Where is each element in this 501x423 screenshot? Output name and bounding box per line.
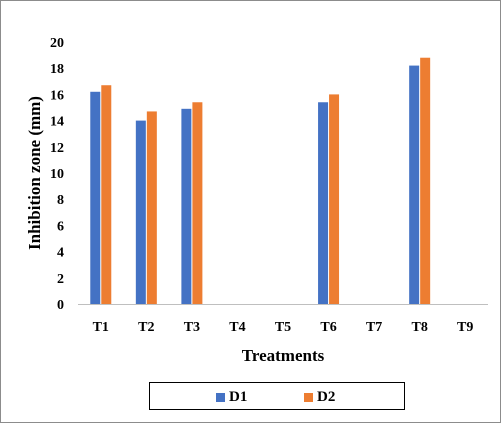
bar-d2-t6: [329, 94, 340, 305]
bars: [90, 57, 431, 305]
x-tick-label: T1: [93, 320, 109, 335]
x-tick-labels: T1 T2 T3 T4 T5 T6 T7 T8 T9: [93, 320, 474, 335]
y-tick-label: 8: [57, 193, 64, 208]
x-tick-label: T8: [411, 320, 427, 335]
bar-d2-t2: [146, 111, 157, 305]
y-axis-title: Inhibition zone (mm): [25, 96, 44, 250]
y-tick-label: 12: [50, 141, 64, 156]
legend-swatch-d2: [304, 392, 313, 402]
bar-d2-t3: [192, 102, 203, 304]
x-tick-label: T3: [184, 320, 200, 335]
y-tick-label: 18: [50, 62, 64, 77]
legend-swatch-d1: [216, 392, 225, 402]
bar-d1-t8: [409, 65, 420, 304]
bar-d2-t8: [420, 57, 431, 304]
x-axis-title: Treatments: [242, 346, 325, 365]
y-tick-label: 6: [57, 219, 64, 234]
bar-d1-t1: [90, 91, 101, 304]
x-tick-label: T5: [275, 320, 291, 335]
legend-item-d1: D1: [216, 389, 247, 405]
bar-d2-t1: [101, 85, 112, 304]
y-tick-label: 16: [50, 88, 64, 103]
y-tick-label: 0: [57, 298, 64, 313]
x-tick-label: T2: [138, 320, 154, 335]
x-tick-label: T6: [320, 320, 336, 335]
y-tick-label: 2: [57, 272, 64, 287]
y-tick-labels: 0 2 4 6 8 10 12 14 16 18 20: [50, 36, 64, 313]
x-tick-label: T4: [229, 320, 245, 335]
bar-d1-t6: [318, 102, 329, 304]
y-tick-label: 10: [50, 167, 64, 182]
legend: D1 D2: [149, 382, 405, 410]
y-tick-label: 14: [50, 115, 64, 130]
legend-label-d2: D2: [317, 388, 336, 405]
bar-d1-t2: [135, 120, 146, 304]
y-tick-label: 20: [50, 36, 64, 51]
legend-item-d2: D2: [304, 389, 335, 405]
x-tick-label: T7: [366, 320, 382, 335]
x-tick-label: T9: [457, 320, 473, 335]
bar-d1-t3: [181, 108, 192, 304]
legend-label-d1: D1: [229, 388, 248, 405]
y-tick-label: 4: [57, 246, 64, 261]
